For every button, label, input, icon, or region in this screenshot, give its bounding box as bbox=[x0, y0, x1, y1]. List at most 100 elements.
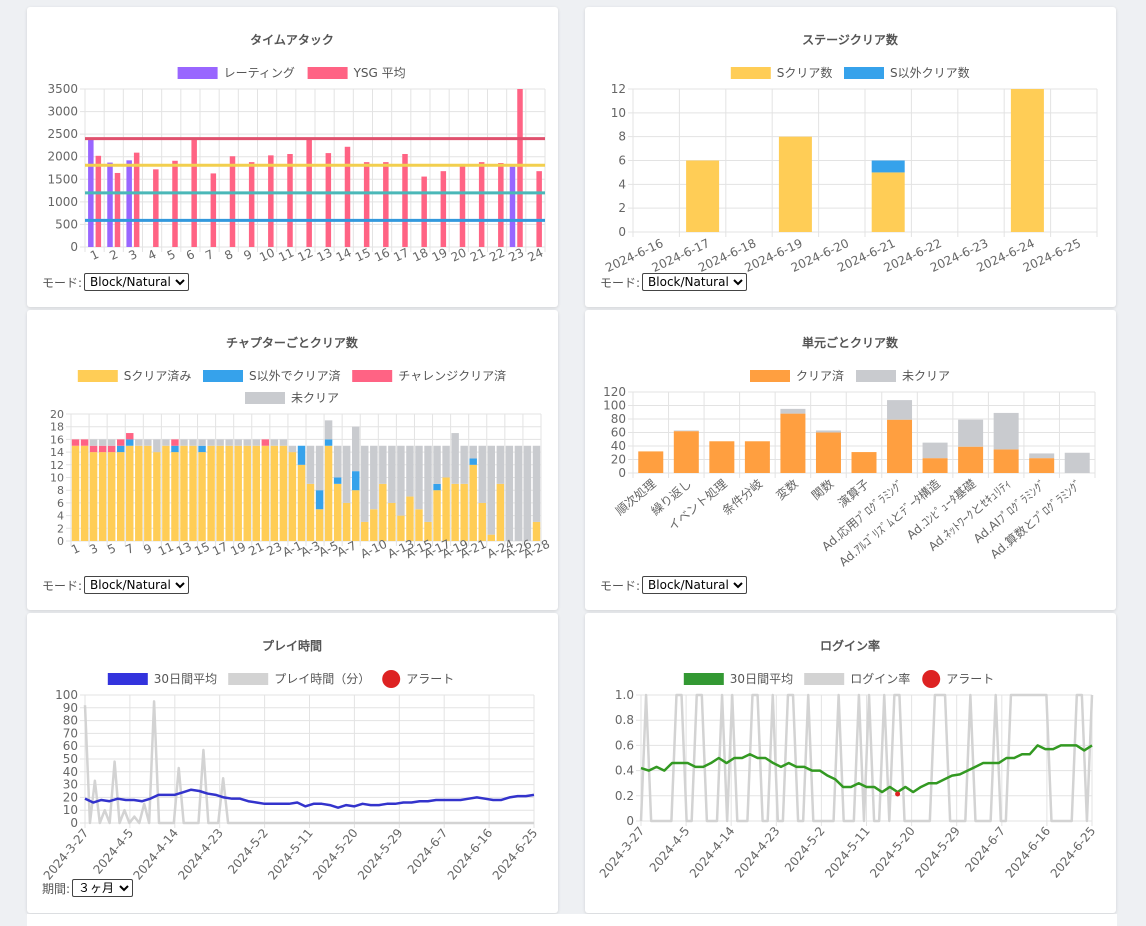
x-tick-label: 23 bbox=[506, 245, 526, 264]
x-tick-label: 2024-5-11 bbox=[265, 826, 316, 883]
y-tick-label: 0 bbox=[70, 240, 78, 254]
bar bbox=[351, 471, 360, 491]
bar bbox=[207, 445, 215, 541]
bar bbox=[442, 445, 450, 478]
bar bbox=[496, 483, 505, 541]
y-tick-label: 100 bbox=[603, 399, 626, 413]
y-tick-label: 60 bbox=[63, 739, 78, 753]
bar bbox=[536, 171, 542, 247]
period-select[interactable]: ３ヶ月 bbox=[72, 879, 134, 897]
bar bbox=[315, 445, 324, 491]
bar bbox=[460, 483, 468, 541]
bar bbox=[402, 154, 408, 247]
bar bbox=[98, 452, 107, 541]
bar bbox=[114, 172, 121, 247]
bar bbox=[270, 439, 279, 446]
legend-swatch bbox=[804, 673, 845, 685]
bar bbox=[523, 445, 532, 541]
bar bbox=[153, 452, 161, 541]
y-tick-label: 90 bbox=[63, 701, 78, 715]
bar bbox=[234, 439, 242, 446]
bar bbox=[207, 439, 215, 446]
x-tick-label: 14 bbox=[334, 245, 354, 264]
bar bbox=[144, 439, 152, 446]
bar bbox=[153, 169, 159, 247]
bar bbox=[288, 445, 297, 453]
bar bbox=[532, 521, 541, 541]
bar bbox=[397, 445, 405, 516]
y-tick-label: 60 bbox=[611, 426, 626, 440]
x-tick-label: 24 bbox=[526, 245, 546, 264]
mode-control: モード: Block/Natural bbox=[42, 576, 190, 594]
bar bbox=[248, 162, 255, 247]
x-tick-label: 2024-5-29 bbox=[912, 824, 963, 881]
bar bbox=[686, 160, 720, 232]
legend-label: プレイ時間（分） bbox=[274, 672, 370, 686]
bar bbox=[361, 521, 369, 541]
mode-select[interactable]: Block/Natural bbox=[642, 273, 748, 291]
y-tick-label: 1500 bbox=[47, 172, 78, 186]
y-tick-label: 80 bbox=[63, 714, 78, 728]
legend-swatch bbox=[382, 670, 401, 688]
x-tick-label: 4 bbox=[146, 247, 159, 263]
chart-title: ログイン率 bbox=[820, 638, 880, 653]
x-tick-label: 21 bbox=[468, 245, 488, 264]
mode-select[interactable]: Block/Natural bbox=[84, 576, 190, 594]
x-tick-label: 21 bbox=[246, 539, 266, 558]
y-tick-label: 0.2 bbox=[615, 789, 634, 803]
bar bbox=[363, 162, 370, 247]
bar bbox=[243, 445, 251, 541]
bar bbox=[469, 445, 477, 459]
legend-label: YSG 平均 bbox=[353, 66, 406, 80]
x-tick-label: 3 bbox=[126, 247, 139, 263]
legend-label: クリア済 bbox=[796, 368, 844, 383]
x-tick-label: 2024-5-2 bbox=[782, 824, 828, 875]
bar bbox=[189, 439, 197, 446]
bar bbox=[324, 420, 333, 440]
mode-select[interactable]: Block/Natural bbox=[84, 273, 190, 291]
bar bbox=[342, 502, 351, 541]
bar bbox=[440, 171, 447, 247]
x-tick-label: 18 bbox=[411, 245, 431, 264]
mode-select[interactable]: Block/Natural bbox=[642, 576, 748, 594]
y-tick-label: 30 bbox=[63, 778, 78, 792]
legend-label: Sクリア済み bbox=[124, 368, 192, 383]
bar bbox=[107, 445, 116, 453]
bar bbox=[162, 439, 170, 446]
period-control: 期間: ３ヶ月 bbox=[42, 879, 134, 897]
bar bbox=[288, 452, 297, 541]
bar bbox=[397, 515, 405, 541]
bar bbox=[744, 441, 770, 473]
x-tick-label: 5 bbox=[165, 247, 178, 263]
legend-swatch bbox=[203, 370, 243, 382]
y-tick-label: 12 bbox=[50, 459, 64, 472]
bar bbox=[325, 153, 332, 247]
x-tick-label: 13 bbox=[174, 539, 194, 558]
x-tick-label: 7 bbox=[203, 247, 216, 263]
y-tick-label: 40 bbox=[611, 439, 626, 453]
x-tick-label: 2024-4-23 bbox=[732, 824, 783, 881]
legend-swatch bbox=[228, 673, 269, 685]
mode-control: モード: Block/Natural bbox=[600, 273, 748, 291]
bar bbox=[379, 445, 387, 484]
x-tick-label: 16 bbox=[372, 245, 392, 264]
bar bbox=[297, 445, 306, 465]
bar bbox=[958, 419, 984, 447]
bar bbox=[89, 439, 98, 446]
bar bbox=[351, 426, 360, 472]
x-tick-label: 15 bbox=[353, 245, 373, 264]
alert-point bbox=[895, 791, 901, 797]
bar bbox=[406, 496, 414, 541]
bar bbox=[225, 439, 233, 446]
y-tick-label: 16 bbox=[50, 433, 64, 446]
x-tick-label: 2024-4-5 bbox=[90, 826, 136, 877]
x-tick-label: 9 bbox=[241, 247, 254, 263]
bar bbox=[487, 445, 496, 535]
bar bbox=[496, 445, 505, 484]
y-tick-label: 2 bbox=[618, 201, 626, 215]
x-tick-label: 19 bbox=[430, 245, 450, 264]
bar bbox=[344, 146, 351, 247]
x-tick-label: 2024-6-7 bbox=[405, 826, 451, 877]
x-tick-label: 2024-6-25 bbox=[1048, 824, 1099, 881]
bar bbox=[171, 439, 179, 446]
